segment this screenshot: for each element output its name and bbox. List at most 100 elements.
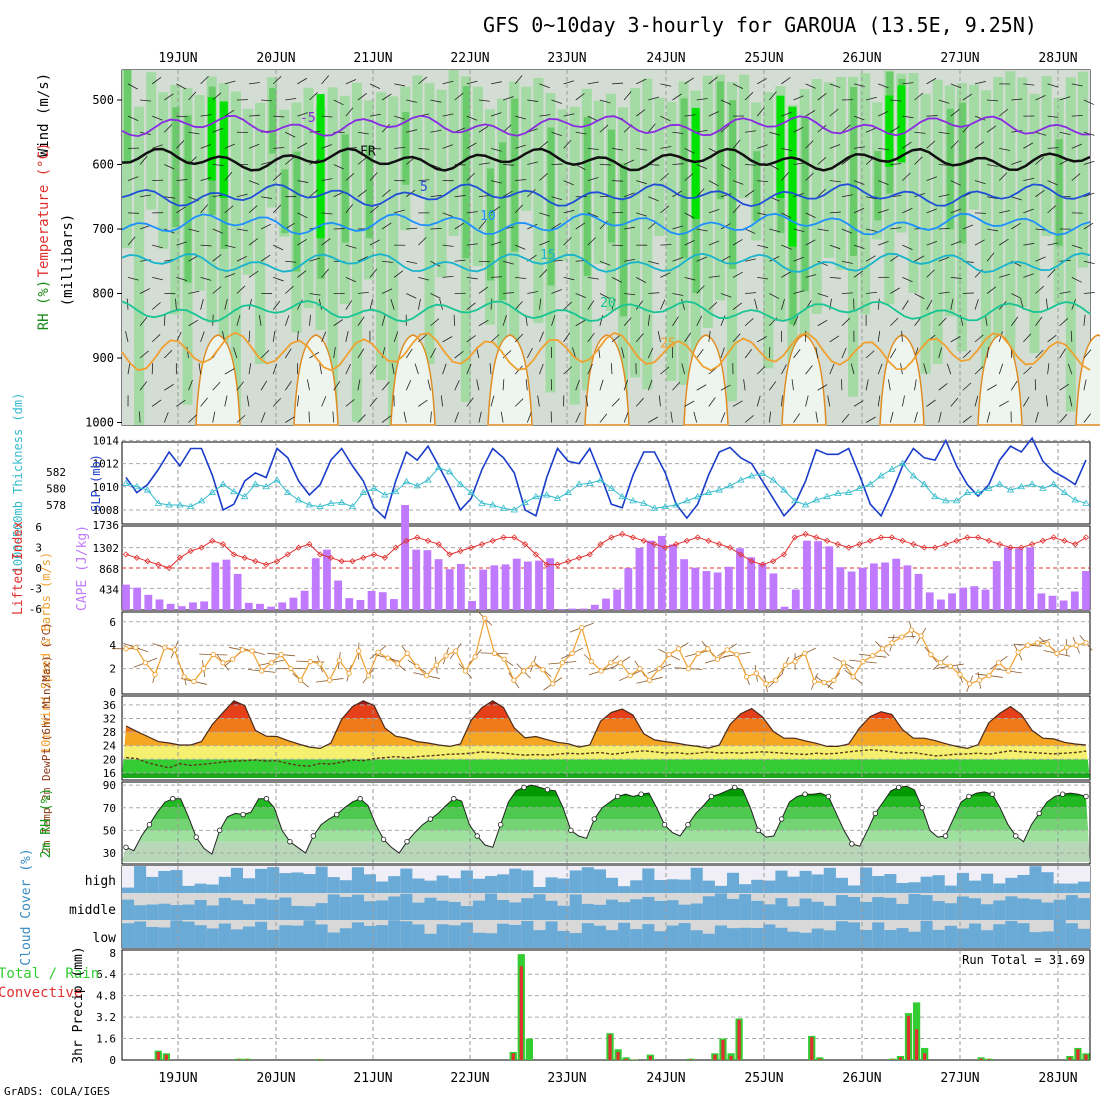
wind-barb <box>781 212 792 219</box>
wind-barb <box>224 171 233 181</box>
lifted-index-marker <box>1018 544 1025 551</box>
cloud-cell <box>400 868 413 893</box>
wind-barb <box>188 228 200 233</box>
cloud-cell <box>533 886 546 893</box>
cloud-cell <box>775 898 788 920</box>
wind-barb <box>829 276 841 279</box>
wind-speed-marker <box>850 674 856 680</box>
wind-barb <box>200 204 209 214</box>
wind-barb <box>127 276 139 281</box>
rh-column-dark <box>608 129 615 243</box>
cloud-cell <box>618 886 631 893</box>
wind-barb <box>357 348 365 359</box>
wind-barb <box>466 115 478 121</box>
wind-barb <box>297 299 303 310</box>
wind-barb <box>357 414 366 423</box>
precip-convective-bar <box>818 1058 822 1060</box>
wind-speed-marker <box>297 677 304 683</box>
bottom-date-label: 23JUN <box>547 1071 586 1086</box>
wind-barb <box>914 255 925 262</box>
cloud-row-label: high <box>85 874 116 889</box>
cloud-cell <box>654 931 667 948</box>
wind-barb <box>490 276 503 278</box>
wind-barb <box>490 112 502 117</box>
wind-barb <box>999 147 1011 151</box>
wind-speed-marker <box>811 678 818 685</box>
rh-marker <box>287 838 293 845</box>
cloud-cell <box>412 878 425 893</box>
wind-barb <box>575 93 585 101</box>
wind-barb <box>684 332 692 343</box>
cape-bar <box>1048 595 1057 610</box>
wind-barb <box>841 413 850 423</box>
wind-barb <box>381 123 390 133</box>
wind-barb <box>503 292 515 294</box>
rh-column-dark <box>801 117 809 292</box>
wind-barb <box>575 131 587 135</box>
wind-barb <box>246 395 250 407</box>
cloud-cell <box>545 877 558 893</box>
precip-tick-label: 8 <box>109 947 116 960</box>
wind-barb <box>672 381 681 391</box>
rh-marker <box>568 827 574 834</box>
wind-barb <box>394 146 406 149</box>
wind-speed-marker <box>588 658 595 665</box>
cloud-cell <box>134 905 147 920</box>
wind-barb <box>478 125 489 133</box>
wind-barb <box>684 148 695 154</box>
wind-barb <box>829 108 839 117</box>
cloud-cell <box>1005 896 1018 920</box>
cloud-cell <box>424 933 437 948</box>
cloud-cell <box>485 893 498 920</box>
wind-speed-marker <box>676 646 682 652</box>
thickness-marker <box>683 497 691 504</box>
cape-bar <box>1026 547 1035 610</box>
rh-column-dark <box>620 163 628 317</box>
wind-barb <box>321 212 333 215</box>
cloud-cell <box>823 930 836 948</box>
wind-barb <box>585 395 589 407</box>
temp-band <box>122 772 1090 778</box>
dewpoint-line <box>125 749 1087 769</box>
wind-barb <box>757 244 768 249</box>
rh-bands <box>122 785 1090 862</box>
wind-barb <box>890 227 902 230</box>
cloud-cell <box>787 876 800 893</box>
wind-barb <box>829 211 841 214</box>
wind-speed-marker <box>899 634 905 640</box>
thickness-marker <box>370 484 378 491</box>
wind-barb <box>757 78 767 85</box>
wind-barb <box>781 364 787 375</box>
cloud-cell <box>303 906 316 920</box>
temp-tick-label: 16 <box>103 767 116 780</box>
panel1-ylabel-rh: RH (%) <box>36 280 52 331</box>
cloud-cell <box>799 898 812 920</box>
rh-column-dark <box>462 86 470 259</box>
wind-barb <box>539 212 551 217</box>
cape-bar <box>680 559 689 610</box>
cloud-cell <box>315 903 328 920</box>
cloud-cell <box>593 925 607 948</box>
cape-bar <box>523 561 532 610</box>
temp-tick-label: 36 <box>103 699 116 712</box>
wind-barb <box>647 347 654 359</box>
cloud-cell <box>206 884 219 893</box>
wind-barb <box>476 379 480 391</box>
wind-barb <box>284 315 290 326</box>
lifted-index-marker <box>834 541 841 548</box>
cloud-cell <box>569 894 582 920</box>
rh-column-mid <box>654 97 665 237</box>
cloud-cell <box>533 930 546 948</box>
wind-barb <box>140 194 152 198</box>
wind-barb <box>478 194 490 198</box>
temp-tick-label: 24 <box>103 740 117 753</box>
wind-speed-marker <box>1044 641 1050 647</box>
wind-barb <box>260 161 272 165</box>
wind-barb <box>1011 98 1023 101</box>
wind-barb <box>1011 293 1022 299</box>
thickness-marker <box>920 480 928 487</box>
temp-line <box>125 700 1087 750</box>
wind-barb <box>394 83 406 87</box>
top-date-labels: 19JUN 20JUN 21JUN 22JUN 23JUN 24JUN 25JUN 26JUN… <box>158 51 1077 66</box>
